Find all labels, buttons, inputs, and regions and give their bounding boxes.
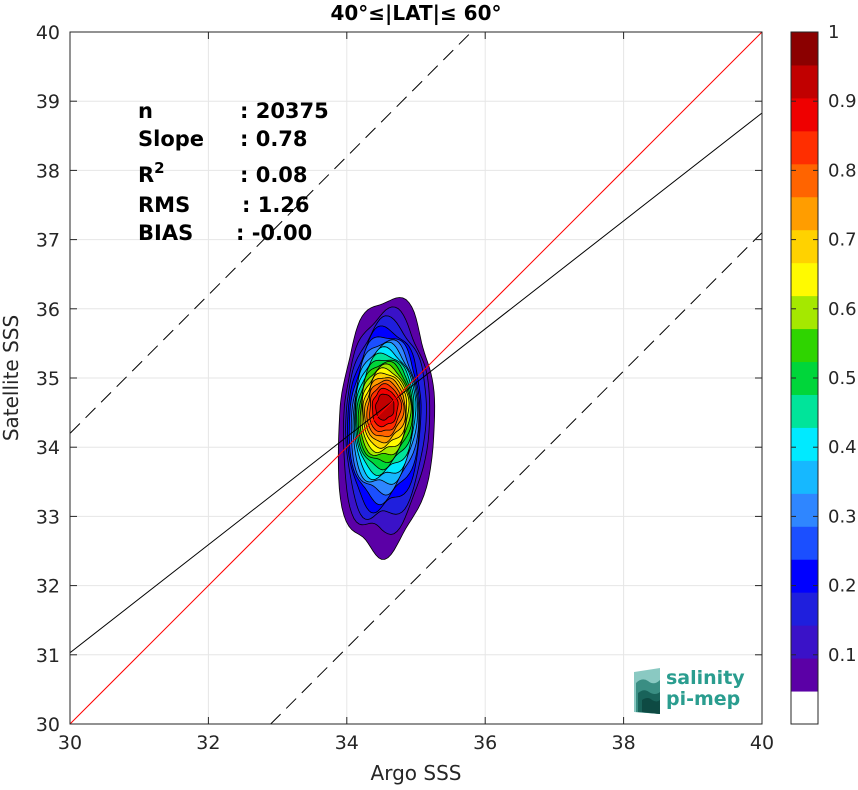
colorbar-swatch (791, 493, 818, 527)
colorbar-swatch (791, 691, 818, 725)
logo-icon (634, 668, 660, 714)
colorbar-swatch (791, 460, 818, 494)
stat-value: : 0.78 (240, 127, 308, 151)
colorbar-tick-label: 0.5 (828, 368, 857, 389)
colorbar-swatch (791, 526, 818, 560)
colorbar-swatch (791, 625, 818, 659)
stats-box: n : 20375 Slope : 0.78 R2 : 0.08 RMS : 1.26 BIAS… (138, 99, 329, 245)
y-tick-label: 31 (36, 645, 60, 667)
stat-label: Slope (138, 127, 204, 151)
one-to-one-line (69, 31, 763, 725)
y-tick-label: 30 (36, 714, 60, 736)
colorbar-swatch (791, 130, 818, 165)
y-tick-label: 38 (36, 160, 60, 182)
colorbar-swatch (791, 427, 818, 461)
colorbar-tick-label: 0.9 (828, 91, 857, 112)
colorbar-tick-label: 0.1 (828, 645, 857, 666)
colorbar-tick-label: 0.2 (828, 576, 857, 597)
stat-label: n (138, 99, 153, 123)
stat-value: : 1.26 (242, 193, 310, 217)
colorbar-swatch (791, 32, 818, 66)
lower-bound-line (270, 232, 763, 725)
colorbar-tick-label: 0.6 (828, 299, 857, 320)
colorbar-tick-label: 0.3 (828, 506, 857, 527)
stat-value: : 20375 (240, 99, 329, 123)
x-axis-label: Argo SSS (371, 761, 462, 785)
reference-lines (69, 31, 763, 725)
colorbar-swatch (791, 262, 818, 297)
y-tick-label: 36 (36, 299, 60, 321)
y-tick-label: 40 (36, 22, 60, 44)
x-tick-label: 40 (750, 732, 774, 754)
y-tick-label: 39 (36, 91, 60, 113)
y-tick-label: 32 (36, 576, 60, 598)
colorbar-swatch (791, 295, 818, 330)
colorbar-swatch (791, 328, 818, 363)
y-axis-label: Satellite SSS (0, 315, 23, 441)
x-tick-label: 30 (58, 732, 82, 754)
colorbar: 0.1 0.2 0.3 0.4 0.5 0.6 0.7 0.8 0.9 1 (790, 22, 857, 725)
stat-label: BIAS (138, 221, 193, 245)
colorbar-swatch (791, 64, 818, 99)
salinity-pi-mep-logo: salinity pi-mep (634, 667, 745, 714)
axis-ticks: 30 32 34 36 38 40 30 31 32 33 34 35 36 37 38 39 40 (36, 22, 774, 754)
y-tick-label: 35 (36, 368, 60, 390)
colorbar-swatch (791, 559, 818, 593)
stat-label: RMS (138, 193, 190, 217)
y-tick-label: 34 (36, 437, 60, 459)
stat-label: R2 (138, 159, 165, 187)
regression-line (69, 112, 763, 654)
upper-bound-line (69, 31, 472, 434)
colorbar-swatch (791, 163, 818, 198)
colorbar-swatch (791, 592, 818, 626)
y-tick-label: 37 (36, 230, 60, 252)
logo-line2: pi-mep (666, 688, 740, 710)
x-tick-label: 32 (196, 732, 220, 754)
stat-value: : -0.00 (236, 221, 312, 245)
colorbar-swatch (791, 196, 818, 231)
y-tick-label: 33 (36, 506, 60, 528)
x-tick-label: 38 (612, 732, 636, 754)
logo-line1: salinity (666, 667, 745, 689)
colorbar-swatch (791, 658, 818, 692)
chart-title: 40°≤|LAT|≤ 60° (330, 1, 501, 25)
colorbar-tick-label: 0.7 (828, 230, 857, 251)
stat-superscript: 2 (154, 159, 164, 177)
x-tick-label: 34 (335, 732, 359, 754)
colorbar-tick-label: 0.8 (828, 160, 857, 181)
x-tick-label: 36 (473, 732, 497, 754)
colorbar-swatch (791, 394, 818, 428)
colorbar-tick-label: 1 (828, 22, 839, 43)
density-contours (337, 297, 436, 560)
stat-value: : 0.08 (240, 163, 308, 187)
colorbar-swatch (791, 97, 818, 132)
colorbar-swatch (791, 229, 818, 264)
colorbar-tick-label: 0.4 (828, 437, 857, 458)
